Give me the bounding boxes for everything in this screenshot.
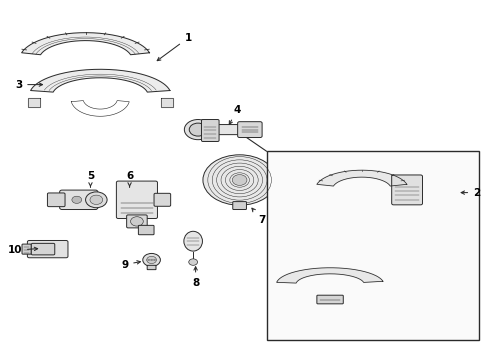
- FancyBboxPatch shape: [154, 193, 170, 206]
- FancyBboxPatch shape: [232, 202, 246, 210]
- FancyBboxPatch shape: [116, 181, 157, 219]
- Text: 3: 3: [15, 80, 42, 90]
- Text: 6: 6: [126, 171, 133, 187]
- FancyBboxPatch shape: [126, 215, 147, 228]
- Text: 9: 9: [121, 260, 140, 270]
- Circle shape: [232, 175, 246, 185]
- Polygon shape: [276, 268, 382, 283]
- Circle shape: [188, 259, 197, 265]
- Text: 5: 5: [87, 171, 94, 187]
- Circle shape: [150, 259, 152, 261]
- FancyBboxPatch shape: [60, 190, 98, 210]
- Text: 1: 1: [157, 33, 191, 61]
- FancyBboxPatch shape: [31, 243, 55, 255]
- Ellipse shape: [203, 155, 276, 205]
- FancyBboxPatch shape: [47, 193, 65, 207]
- Circle shape: [130, 217, 143, 226]
- Text: 4: 4: [229, 105, 241, 124]
- FancyBboxPatch shape: [147, 265, 156, 270]
- Circle shape: [146, 256, 156, 264]
- Circle shape: [153, 259, 155, 261]
- FancyBboxPatch shape: [22, 244, 31, 254]
- FancyBboxPatch shape: [196, 125, 248, 135]
- Circle shape: [72, 196, 81, 203]
- FancyBboxPatch shape: [316, 295, 343, 304]
- Text: 7: 7: [251, 208, 265, 225]
- FancyBboxPatch shape: [391, 175, 422, 205]
- Polygon shape: [31, 69, 169, 92]
- Text: 10: 10: [7, 245, 38, 255]
- Circle shape: [85, 192, 107, 208]
- Polygon shape: [21, 33, 149, 55]
- Circle shape: [189, 123, 206, 136]
- Polygon shape: [161, 98, 172, 107]
- Circle shape: [90, 195, 102, 204]
- Text: 2: 2: [460, 188, 479, 198]
- Bar: [266, 151, 478, 340]
- FancyBboxPatch shape: [201, 120, 219, 141]
- FancyBboxPatch shape: [138, 225, 154, 235]
- Circle shape: [147, 259, 149, 261]
- Circle shape: [142, 253, 160, 266]
- FancyBboxPatch shape: [27, 240, 68, 258]
- Polygon shape: [316, 170, 406, 186]
- Ellipse shape: [183, 231, 202, 251]
- Text: 8: 8: [192, 267, 199, 288]
- FancyBboxPatch shape: [237, 122, 262, 138]
- Circle shape: [184, 120, 211, 140]
- Polygon shape: [71, 100, 129, 116]
- Polygon shape: [28, 98, 40, 107]
- Circle shape: [206, 156, 272, 204]
